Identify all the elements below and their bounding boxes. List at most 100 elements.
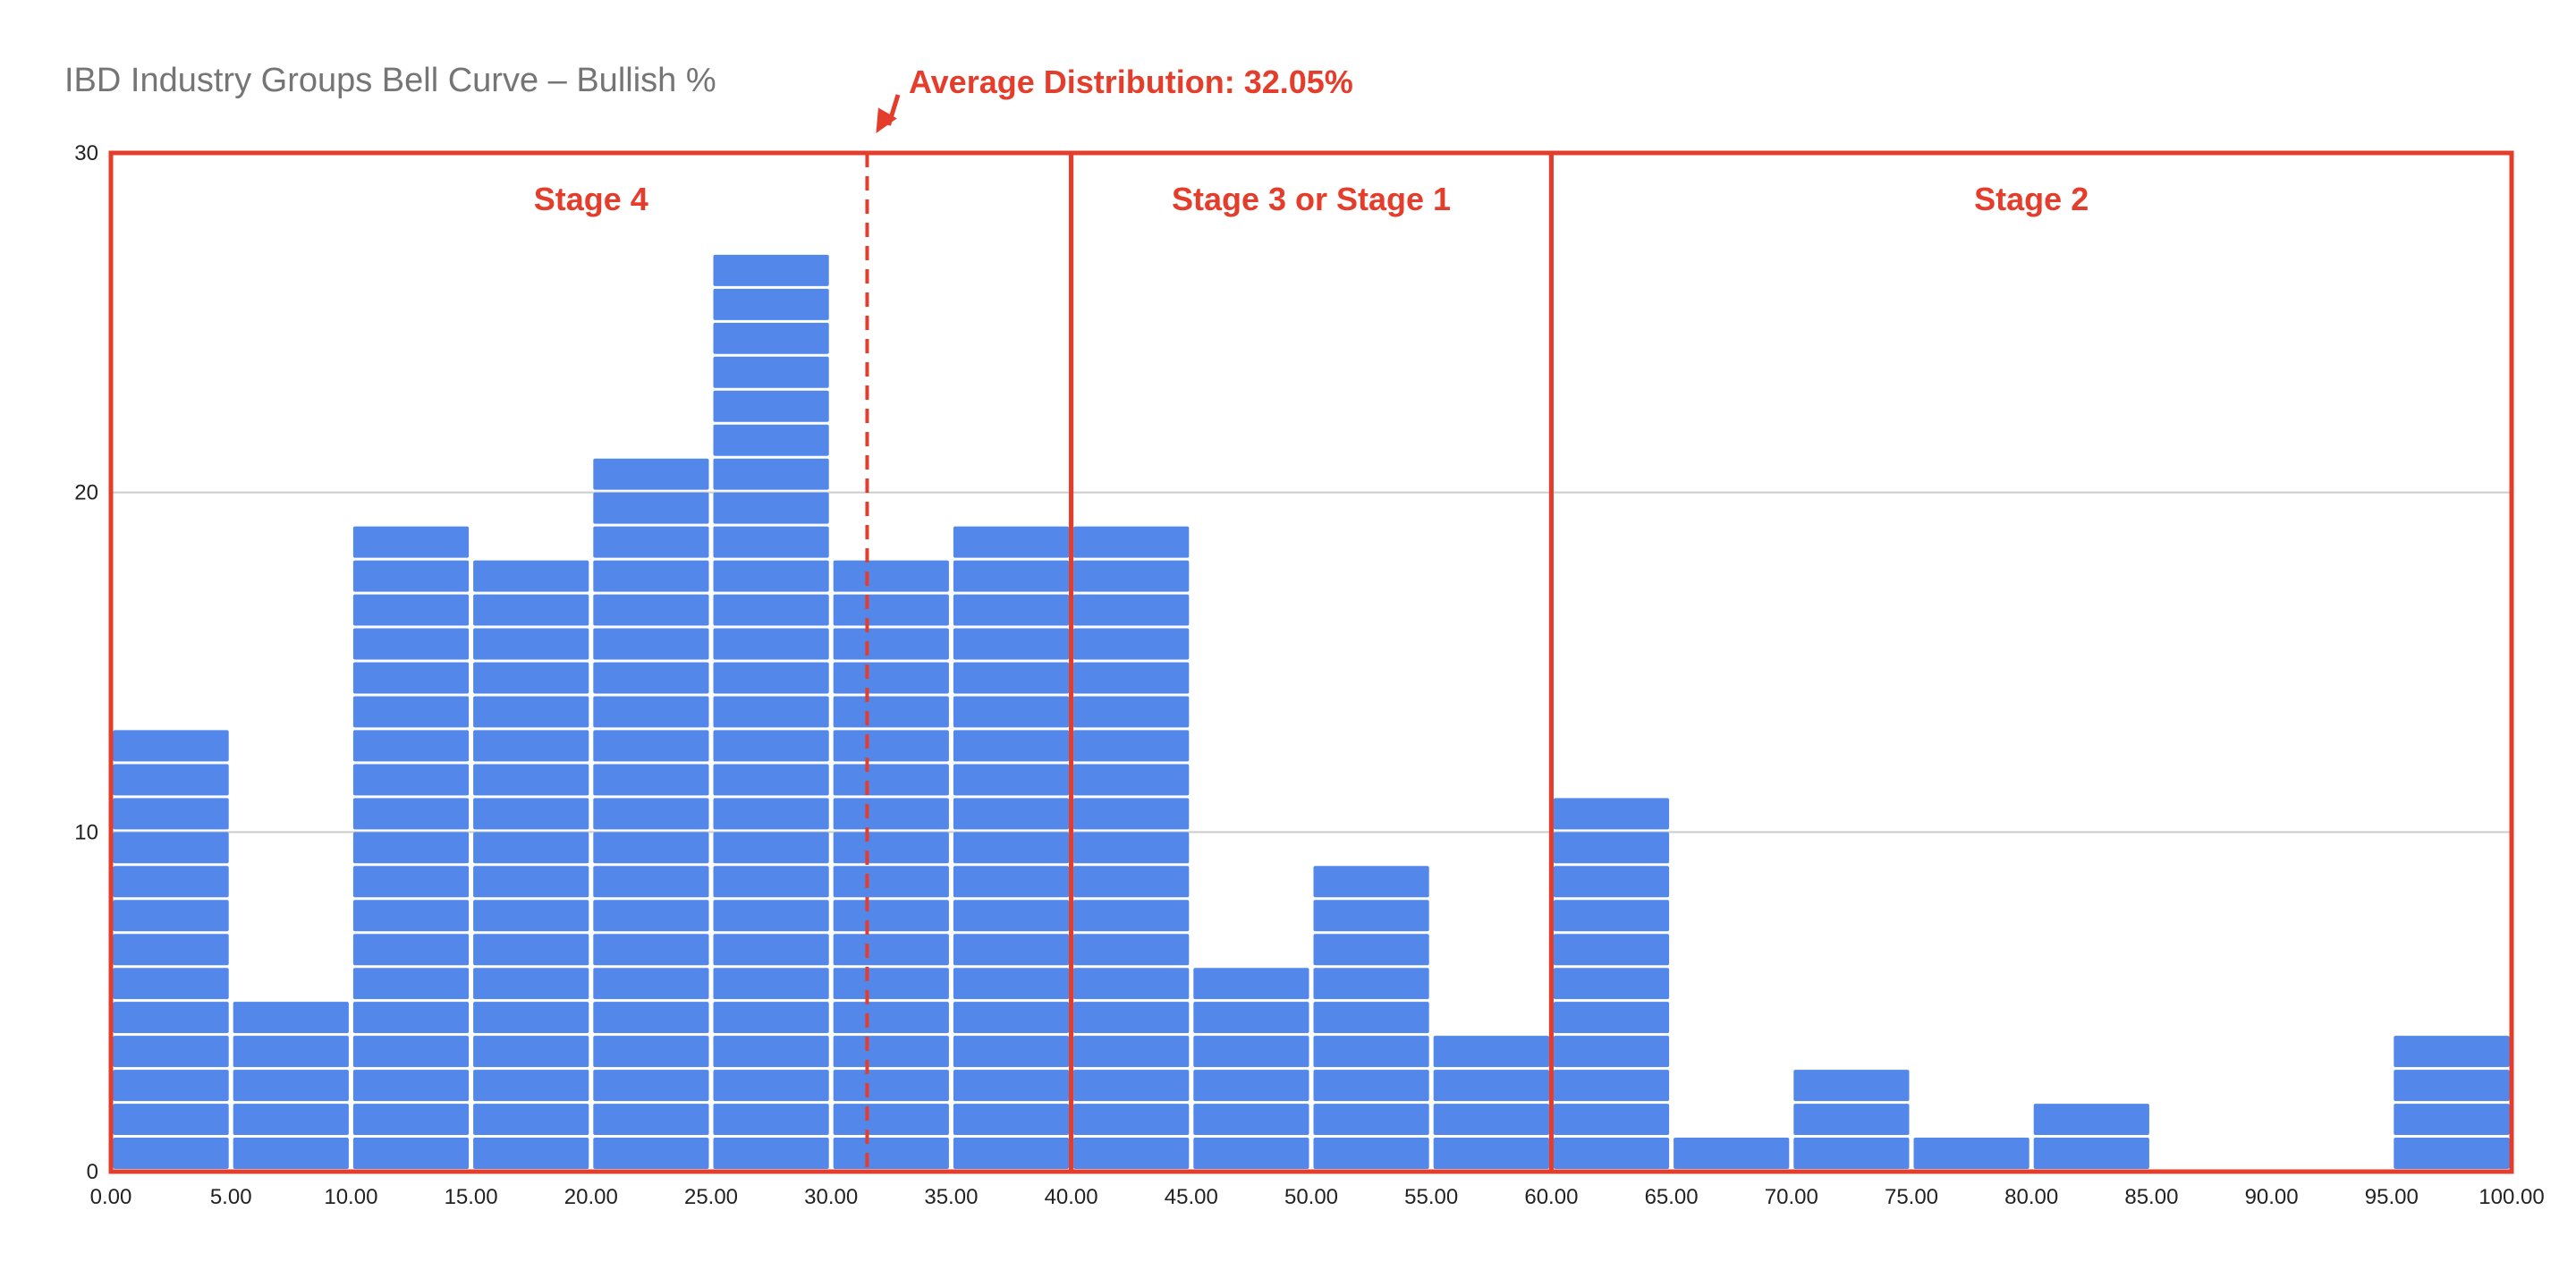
bar-unit [953,764,1070,796]
bar-unit [352,1036,470,1068]
bar-unit [593,560,709,592]
x-tick-label: 90.00 [2245,1185,2299,1209]
bar-unit [113,1138,229,1169]
average-arrow [876,94,901,133]
x-tick-label: 80.00 [2004,1185,2058,1209]
bar-unit [113,968,229,1000]
bar [1674,1138,1790,1169]
bar-unit [352,662,470,694]
x-tick-label: 25.00 [684,1185,738,1209]
bar-unit [113,1002,229,1034]
x-tick-label: 10.00 [324,1185,377,1209]
bar-unit [1073,798,1190,830]
bar-unit [473,832,589,864]
bar-unit [473,730,589,762]
bar-unit [473,968,589,1000]
bar-unit [953,628,1070,660]
bar-unit [1553,866,1670,898]
bar-unit [1553,968,1670,1000]
bar-unit [833,832,949,864]
bar-unit [1313,934,1429,966]
x-tick-label: 65.00 [1645,1185,1699,1209]
bar-unit [953,866,1070,898]
bar-unit [1193,1138,1309,1169]
bar-unit [833,900,949,932]
x-tick-label: 40.00 [1045,1185,1098,1209]
bar-unit [113,1104,229,1136]
chart-title: IBD Industry Groups Bell Curve – Bullish… [64,62,716,99]
x-tick-label: 95.00 [2365,1185,2419,1209]
bar-unit [113,798,229,830]
bar-unit [713,798,829,830]
bar-unit [1073,764,1190,796]
bar-unit [1313,866,1429,898]
bar-unit [953,1002,1070,1034]
bar-unit [473,1138,589,1169]
bar-unit [1073,1036,1190,1068]
bar-unit [1793,1104,1910,1136]
bar-unit [713,1036,829,1068]
bar-unit [1193,1104,1309,1136]
bar-unit [833,628,949,660]
x-tick-label: 0.00 [90,1185,132,1209]
bar-unit [352,730,470,762]
bar-unit [1313,968,1429,1000]
x-tick-label: 85.00 [2124,1185,2178,1209]
bar-unit [1313,1104,1429,1136]
x-tick-label: 5.00 [210,1185,252,1209]
bar-unit [833,1070,949,1102]
bar-unit [833,696,949,728]
bar-unit [233,1138,349,1169]
bar-unit [593,1036,709,1068]
bar-unit [473,1104,589,1136]
bar-unit [2033,1104,2149,1136]
bar-unit [1433,1138,1549,1169]
bar-unit [833,1138,949,1169]
bars [113,254,2510,1169]
bar-unit [1313,1002,1429,1034]
bar-unit [1553,1104,1670,1136]
bar [473,560,589,1169]
bar [1433,1036,1549,1169]
arrow-head [876,107,897,133]
bar-unit [1553,1138,1670,1169]
x-tick-label: 20.00 [564,1185,618,1209]
bar-unit [1073,900,1190,932]
bar-unit [1073,832,1190,864]
bar-unit [1913,1138,2029,1169]
bar-unit [352,1070,470,1102]
bar-unit [1433,1104,1549,1136]
bar-unit [352,1104,470,1136]
bar [233,1002,349,1169]
bar-unit [953,1104,1070,1136]
bar-unit [713,458,829,490]
bar-unit [833,1036,949,1068]
bar-unit [713,526,829,558]
bar [352,526,470,1169]
bar-unit [593,458,709,490]
x-tick-label: 15.00 [445,1185,498,1209]
bar-unit [233,1002,349,1034]
bar-unit [1553,900,1670,932]
bar-unit [1433,1036,1549,1068]
bar-unit [113,866,229,898]
bar-unit [953,832,1070,864]
bar-unit [833,934,949,966]
bar-unit [352,696,470,728]
bar-unit [2394,1036,2510,1068]
stage-label: Stage 2 [1974,181,2089,217]
bar-unit [953,900,1070,932]
bar-unit [1793,1138,1910,1169]
stage-annotations: Stage 4 Stage 3 or Stage 1 Stage 2 [108,94,2514,1174]
bar-unit [833,798,949,830]
bar-unit [113,832,229,864]
bar-unit [113,900,229,932]
bar-unit [2394,1138,2510,1169]
bar-unit [473,560,589,592]
bar-unit [593,1138,709,1169]
bar-unit [713,1070,829,1102]
bar-unit [713,900,829,932]
stage-box-3 [1548,150,2514,1174]
bar-unit [352,900,470,932]
